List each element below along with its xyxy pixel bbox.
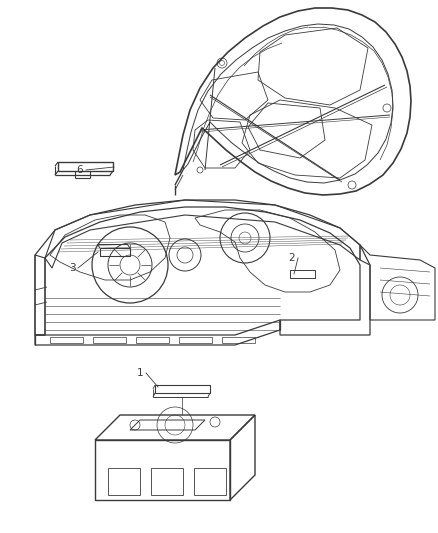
- Text: 3: 3: [69, 263, 75, 273]
- Text: 2: 2: [289, 253, 295, 263]
- Text: 6: 6: [77, 165, 83, 175]
- Text: 1: 1: [137, 368, 143, 378]
